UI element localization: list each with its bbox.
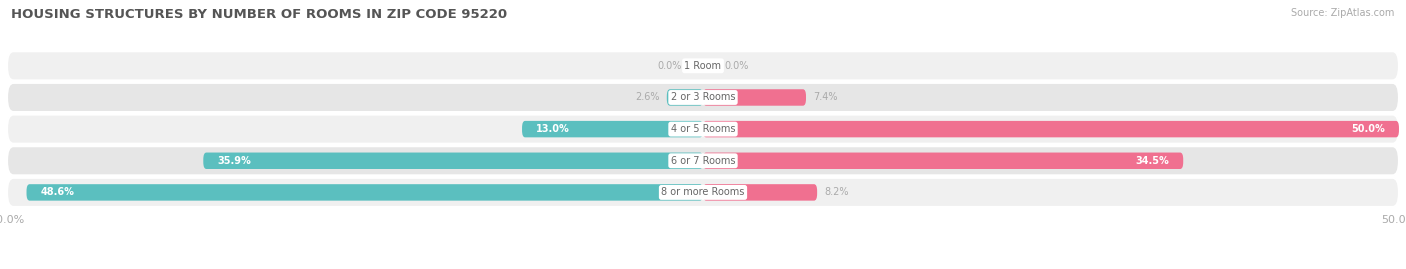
Text: 2.6%: 2.6% [636,93,659,102]
FancyBboxPatch shape [522,121,703,137]
Text: HOUSING STRUCTURES BY NUMBER OF ROOMS IN ZIP CODE 95220: HOUSING STRUCTURES BY NUMBER OF ROOMS IN… [11,8,508,21]
Text: 8.2%: 8.2% [824,187,849,197]
Text: 13.0%: 13.0% [536,124,569,134]
FancyBboxPatch shape [703,184,817,201]
Text: 8 or more Rooms: 8 or more Rooms [661,187,745,197]
FancyBboxPatch shape [7,83,1399,112]
FancyBboxPatch shape [666,89,703,106]
Text: 35.9%: 35.9% [217,156,250,166]
FancyBboxPatch shape [204,153,703,169]
Text: 4 or 5 Rooms: 4 or 5 Rooms [671,124,735,134]
FancyBboxPatch shape [7,146,1399,175]
Text: 6 or 7 Rooms: 6 or 7 Rooms [671,156,735,166]
Text: 48.6%: 48.6% [41,187,75,197]
FancyBboxPatch shape [7,178,1399,207]
FancyBboxPatch shape [703,153,1184,169]
Text: 0.0%: 0.0% [724,61,748,71]
Text: 1 Room: 1 Room [685,61,721,71]
FancyBboxPatch shape [7,115,1399,144]
FancyBboxPatch shape [7,51,1399,80]
Text: Source: ZipAtlas.com: Source: ZipAtlas.com [1291,8,1395,18]
Text: 2 or 3 Rooms: 2 or 3 Rooms [671,93,735,102]
Text: 7.4%: 7.4% [813,93,838,102]
Text: 34.5%: 34.5% [1136,156,1170,166]
FancyBboxPatch shape [703,121,1399,137]
Text: 0.0%: 0.0% [658,61,682,71]
FancyBboxPatch shape [703,89,806,106]
Text: 50.0%: 50.0% [1351,124,1385,134]
FancyBboxPatch shape [27,184,703,201]
